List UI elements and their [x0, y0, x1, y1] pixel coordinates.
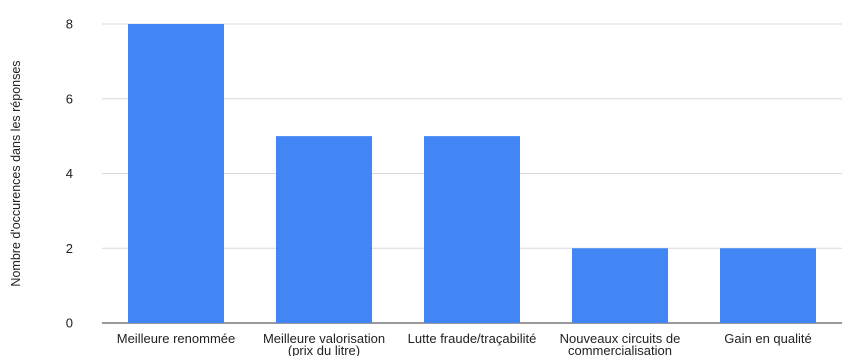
- y-tick-label: 0: [66, 316, 73, 331]
- x-tick-labels: Meilleure renommée Meilleure valorisation…: [117, 331, 812, 356]
- y-tick-label: 2: [66, 241, 73, 256]
- bar: [276, 136, 372, 323]
- x-tick-label: Lutte fraude/traçabilité: [408, 331, 537, 346]
- x-tick-label: Nouveaux circuits de commercialisation: [560, 331, 681, 356]
- x-tick-label: Gain en qualité: [724, 331, 811, 346]
- bars: [128, 24, 816, 323]
- x-tick-label: Meilleure valorisation (prix du litre): [263, 331, 385, 356]
- bar: [424, 136, 520, 323]
- bar: [720, 248, 816, 323]
- bar: [572, 248, 668, 323]
- x-tick-label: Meilleure renommée: [117, 331, 236, 346]
- y-tick-label: 4: [66, 166, 73, 181]
- bar: [128, 24, 224, 323]
- y-tick-labels: 0 2 4 6 8: [66, 17, 73, 331]
- y-tick-label: 8: [66, 17, 73, 32]
- y-tick-label: 6: [66, 91, 73, 106]
- y-axis-title: Nombre d'occurences dans les réponses: [9, 60, 23, 286]
